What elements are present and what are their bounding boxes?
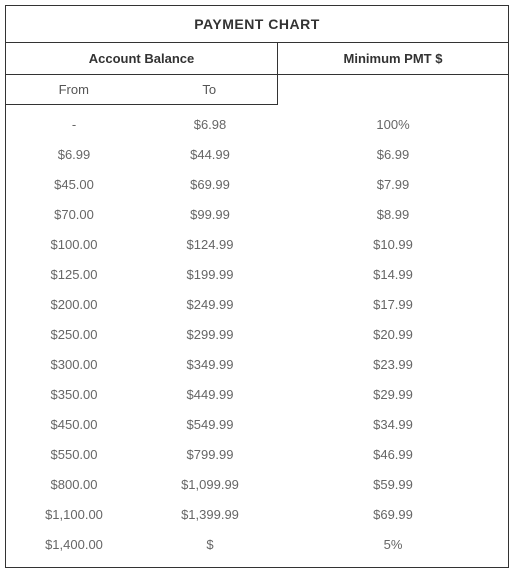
table-row: $250.00 $299.99 $20.99 bbox=[6, 319, 508, 349]
header-account-balance: Account Balance bbox=[6, 43, 278, 74]
chart-title: PAYMENT CHART bbox=[6, 6, 508, 43]
subheader-from: From bbox=[6, 75, 142, 104]
table-row: $200.00 $249.99 $17.99 bbox=[6, 289, 508, 319]
cell-from: $70.00 bbox=[6, 207, 142, 222]
cell-from: $125.00 bbox=[6, 267, 142, 282]
cell-pmt: $46.99 bbox=[278, 447, 508, 462]
cell-from: $250.00 bbox=[6, 327, 142, 342]
cell-to: $199.99 bbox=[142, 267, 278, 282]
table-row: $45.00 $69.99 $7.99 bbox=[6, 169, 508, 199]
table-row: $70.00 $99.99 $8.99 bbox=[6, 199, 508, 229]
cell-to: $1,099.99 bbox=[142, 477, 278, 492]
subheader-spacer bbox=[278, 75, 508, 105]
table-row: $300.00 $349.99 $23.99 bbox=[6, 349, 508, 379]
table-row: $6.99 $44.99 $6.99 bbox=[6, 139, 508, 169]
cell-from: $1,400.00 bbox=[6, 537, 142, 552]
table-row: - $6.98 100% bbox=[6, 109, 508, 139]
subheader-to: To bbox=[142, 75, 278, 104]
table-row: $125.00 $199.99 $14.99 bbox=[6, 259, 508, 289]
cell-to: $69.99 bbox=[142, 177, 278, 192]
cell-pmt: 100% bbox=[278, 117, 508, 132]
cell-from: - bbox=[6, 117, 142, 132]
cell-from: $350.00 bbox=[6, 387, 142, 402]
table-row: $1,400.00 $ 5% bbox=[6, 529, 508, 559]
cell-from: $300.00 bbox=[6, 357, 142, 372]
table-row: $350.00 $449.99 $29.99 bbox=[6, 379, 508, 409]
cell-to: $1,399.99 bbox=[142, 507, 278, 522]
subheader-row: From To bbox=[6, 75, 508, 105]
cell-to: $44.99 bbox=[142, 147, 278, 162]
table-row: $550.00 $799.99 $46.99 bbox=[6, 439, 508, 469]
cell-pmt: $8.99 bbox=[278, 207, 508, 222]
cell-from: $6.99 bbox=[6, 147, 142, 162]
cell-from: $45.00 bbox=[6, 177, 142, 192]
table-body: - $6.98 100% $6.99 $44.99 $6.99 $45.00 $… bbox=[6, 105, 508, 567]
table-row: $800.00 $1,099.99 $59.99 bbox=[6, 469, 508, 499]
cell-pmt: $34.99 bbox=[278, 417, 508, 432]
cell-pmt: $10.99 bbox=[278, 237, 508, 252]
table-row: $100.00 $124.99 $10.99 bbox=[6, 229, 508, 259]
cell-to: $124.99 bbox=[142, 237, 278, 252]
cell-pmt: $14.99 bbox=[278, 267, 508, 282]
cell-to: $ bbox=[142, 537, 278, 552]
cell-to: $299.99 bbox=[142, 327, 278, 342]
cell-pmt: $59.99 bbox=[278, 477, 508, 492]
cell-pmt: $6.99 bbox=[278, 147, 508, 162]
cell-to: $99.99 bbox=[142, 207, 278, 222]
cell-to: $449.99 bbox=[142, 387, 278, 402]
payment-chart-table: PAYMENT CHART Account Balance Minimum PM… bbox=[5, 5, 509, 568]
cell-to: $249.99 bbox=[142, 297, 278, 312]
cell-from: $450.00 bbox=[6, 417, 142, 432]
table-row: $450.00 $549.99 $34.99 bbox=[6, 409, 508, 439]
header-minimum-pmt: Minimum PMT $ bbox=[278, 43, 508, 74]
cell-to: $549.99 bbox=[142, 417, 278, 432]
cell-from: $550.00 bbox=[6, 447, 142, 462]
cell-from: $100.00 bbox=[6, 237, 142, 252]
cell-pmt: $20.99 bbox=[278, 327, 508, 342]
cell-from: $1,100.00 bbox=[6, 507, 142, 522]
header-row: Account Balance Minimum PMT $ bbox=[6, 43, 508, 75]
cell-pmt: $69.99 bbox=[278, 507, 508, 522]
cell-pmt: 5% bbox=[278, 537, 508, 552]
cell-to: $799.99 bbox=[142, 447, 278, 462]
cell-pmt: $23.99 bbox=[278, 357, 508, 372]
subheader-box: From To bbox=[6, 75, 278, 105]
cell-to: $6.98 bbox=[142, 117, 278, 132]
cell-pmt: $29.99 bbox=[278, 387, 508, 402]
cell-from: $800.00 bbox=[6, 477, 142, 492]
table-row: $1,100.00 $1,399.99 $69.99 bbox=[6, 499, 508, 529]
cell-to: $349.99 bbox=[142, 357, 278, 372]
cell-from: $200.00 bbox=[6, 297, 142, 312]
cell-pmt: $7.99 bbox=[278, 177, 508, 192]
cell-pmt: $17.99 bbox=[278, 297, 508, 312]
